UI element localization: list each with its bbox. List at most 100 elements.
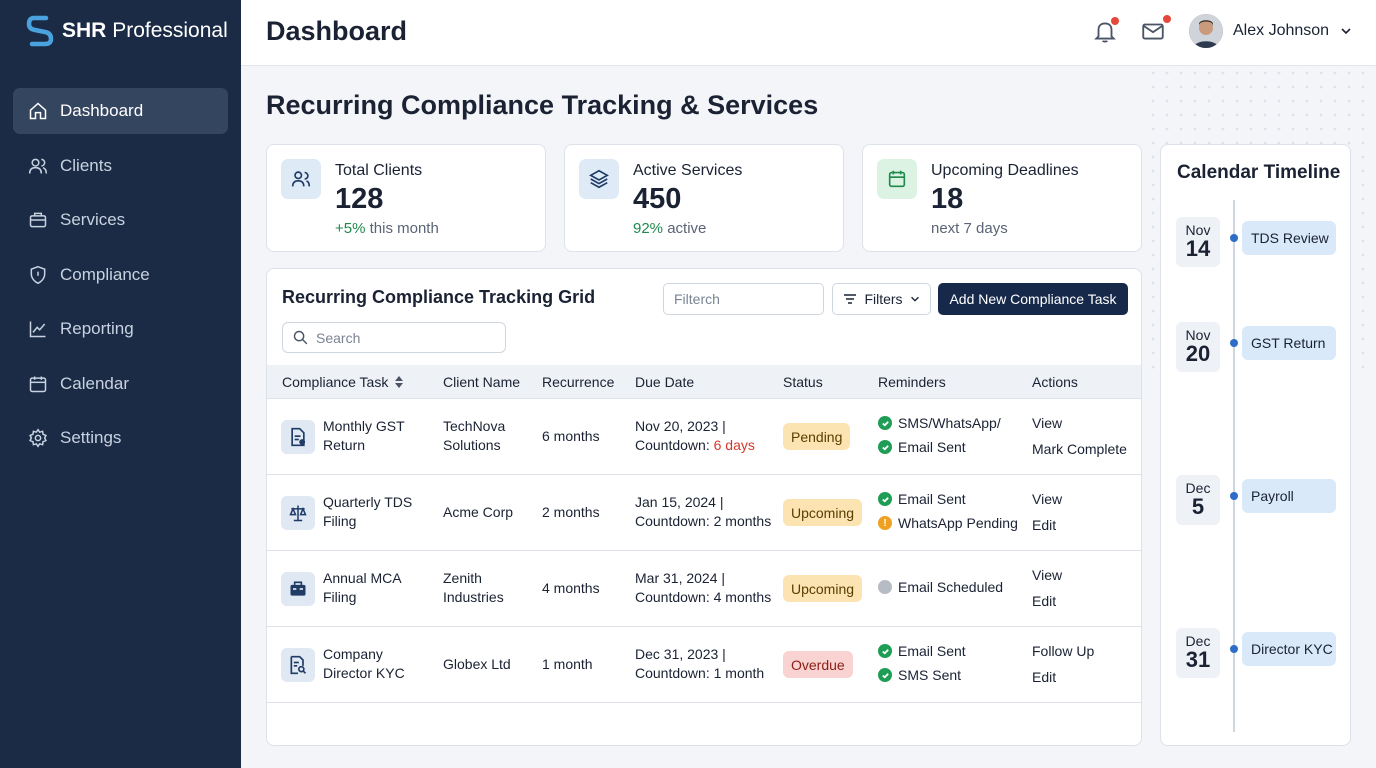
- filters-button[interactable]: Filters: [832, 283, 931, 315]
- view-link[interactable]: View: [1032, 567, 1063, 583]
- column-header-reminders: Reminders: [878, 374, 946, 390]
- table-row: Annual MCA Filing Zenith Industries 4 mont…: [267, 551, 1141, 627]
- home-icon: [29, 102, 47, 120]
- timeline-date: Nov 14: [1176, 217, 1220, 267]
- top-bar: Dashboard Alex Johnson: [241, 0, 1376, 66]
- user-menu[interactable]: Alex Johnson: [1189, 14, 1353, 48]
- table-header: Compliance Task Client Name Recurrence D…: [267, 365, 1141, 399]
- status-badge: Upcoming: [783, 575, 863, 602]
- users-icon: [291, 171, 311, 187]
- id-search-icon: [281, 648, 315, 682]
- sidebar-item-services[interactable]: Services: [13, 197, 228, 243]
- chevron-down-icon: [910, 296, 919, 302]
- view-link[interactable]: View: [1032, 415, 1063, 431]
- status-badge: Pending: [783, 423, 851, 450]
- scale-icon: [281, 496, 315, 530]
- view-link[interactable]: View: [1032, 491, 1063, 507]
- table-row: Quarterly TDS Filing Acme Corp 2 months J…: [267, 475, 1141, 551]
- page-title: Dashboard: [266, 16, 408, 46]
- due-date: Nov 20, 2023 | Countdown: 6 days: [635, 418, 755, 453]
- sidebar-item-label: Compliance: [60, 264, 150, 284]
- calendar-icon: [29, 376, 47, 392]
- column-header-due-date: Due Date: [635, 374, 695, 390]
- compliance-grid: Recurring Compliance Tracking Grid Filte…: [266, 268, 1142, 746]
- reminder-item: Email Sent: [878, 643, 966, 659]
- stat-subtext: 92% active: [633, 220, 707, 237]
- check-icon: [878, 440, 892, 454]
- document-icon: [281, 420, 315, 454]
- grid-title: Recurring Compliance Tracking Grid: [282, 287, 596, 307]
- due-date: Mar 31, 2024 | Countdown: 4 months: [635, 570, 772, 605]
- sidebar-item-label: Reporting: [60, 319, 134, 338]
- timeline-event[interactable]: Director KYC: [1242, 632, 1336, 666]
- timeline-dot: [1230, 645, 1238, 653]
- briefcase-icon: [29, 212, 47, 228]
- timeline-event[interactable]: TDS Review: [1242, 221, 1336, 255]
- column-header-status: Status: [783, 374, 823, 390]
- column-header-recurrence: Recurrence: [542, 374, 615, 390]
- search-box[interactable]: [282, 322, 506, 353]
- brand-name: SHR Professional: [62, 19, 228, 42]
- notification-badge: [1111, 17, 1119, 25]
- sidebar: SHR Professional Dashboard Clients Servi…: [0, 0, 241, 768]
- timeline-event[interactable]: GST Return: [1242, 326, 1336, 360]
- due-date: Jan 15, 2024 | Countdown: 2 months: [635, 494, 772, 529]
- due-date: Dec 31, 2023 | Countdown: 1 month: [635, 646, 765, 681]
- sidebar-item-label: Calendar: [60, 373, 129, 393]
- stat-icon-box: [281, 159, 321, 199]
- sidebar-nav: Dashboard Clients Services Compliance Re…: [13, 88, 228, 470]
- stat-card-total-clients: Total Clients 128 +5% this month: [266, 144, 546, 252]
- warning-icon: !: [878, 516, 892, 530]
- stat-value: 128: [335, 183, 384, 215]
- brand[interactable]: SHR Professional: [26, 14, 228, 48]
- sidebar-item-calendar[interactable]: Calendar: [13, 361, 228, 407]
- user-name: Alex Johnson: [1233, 22, 1330, 39]
- sort-icon: [395, 376, 404, 388]
- users-icon: [28, 158, 48, 174]
- chart-icon: [29, 321, 46, 338]
- task-name: Annual MCA Filing: [323, 570, 402, 605]
- timeline-event[interactable]: Payroll: [1242, 479, 1336, 513]
- search-icon: [293, 330, 308, 345]
- check-icon: [878, 416, 892, 430]
- messages-button[interactable]: [1140, 15, 1171, 46]
- calendar-icon: [888, 170, 906, 188]
- sidebar-item-dashboard[interactable]: Dashboard: [13, 88, 228, 134]
- status-badge: Upcoming: [783, 499, 863, 526]
- timeline-dot: [1230, 492, 1238, 500]
- mark-complete-link[interactable]: Mark Complete: [1032, 441, 1127, 457]
- timeline-dot: [1230, 234, 1238, 242]
- follow-up-link[interactable]: Follow Up: [1032, 643, 1095, 659]
- task-name: Company Director KYC: [323, 646, 405, 681]
- briefcase-icon: [281, 572, 315, 606]
- message-badge: [1163, 15, 1171, 23]
- logo-icon: [26, 15, 54, 47]
- reminder-item: Email Sent: [878, 439, 966, 455]
- sidebar-item-reporting[interactable]: Reporting: [13, 306, 228, 352]
- notifications-button[interactable]: [1092, 17, 1120, 46]
- client-name: Acme Corp: [443, 504, 514, 520]
- add-compliance-task-button[interactable]: Add New Compliance Task: [938, 283, 1128, 315]
- edit-link[interactable]: Edit: [1032, 517, 1057, 533]
- edit-link[interactable]: Edit: [1032, 593, 1057, 609]
- sidebar-item-compliance[interactable]: Compliance: [13, 252, 228, 298]
- sidebar-item-label: Clients: [60, 155, 112, 175]
- client-name: Globex Ltd: [443, 656, 511, 672]
- check-icon: [878, 668, 892, 682]
- search-input[interactable]: [316, 329, 496, 346]
- sidebar-item-label: Services: [60, 210, 126, 229]
- sidebar-item-clients[interactable]: Clients: [13, 143, 228, 189]
- stat-subtext: +5% this month: [335, 220, 439, 237]
- timeline-date: Dec 31: [1176, 628, 1220, 678]
- stat-label: Total Clients: [335, 162, 423, 179]
- table-row: Monthly GST Return TechNova Solutions 6 mo…: [267, 399, 1141, 475]
- shield-icon: [30, 265, 46, 284]
- avatar: [1189, 14, 1223, 48]
- column-header-task[interactable]: Compliance Task: [282, 374, 404, 390]
- reminder-item: Email Sent: [878, 491, 966, 507]
- stat-card-upcoming-deadlines: Upcoming Deadlines 18 next 7 days: [862, 144, 1142, 252]
- edit-link[interactable]: Edit: [1032, 669, 1057, 685]
- sidebar-item-settings[interactable]: Settings: [13, 415, 228, 461]
- filter-input[interactable]: [663, 283, 824, 315]
- bell-icon: [1094, 22, 1116, 43]
